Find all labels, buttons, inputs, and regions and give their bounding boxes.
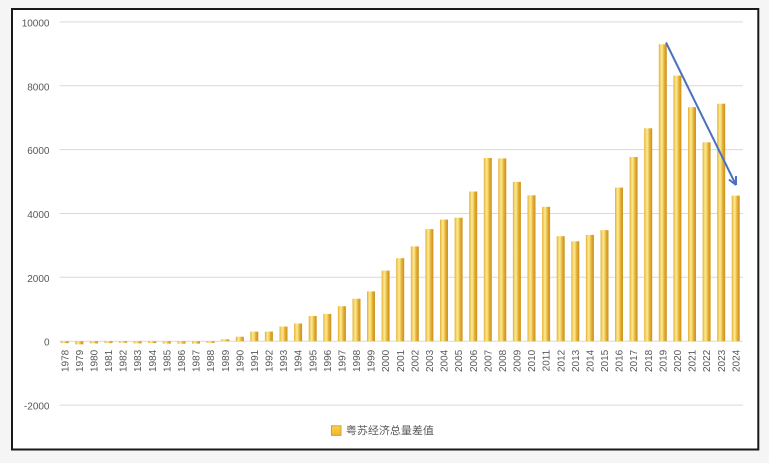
svg-text:2024: 2024 <box>731 349 742 372</box>
svg-text:1996: 1996 <box>323 349 334 372</box>
svg-text:2020: 2020 <box>673 349 684 372</box>
svg-text:2023: 2023 <box>717 349 728 372</box>
svg-text:4000: 4000 <box>27 210 50 221</box>
svg-text:6000: 6000 <box>27 146 50 157</box>
svg-text:2019: 2019 <box>658 349 669 372</box>
svg-text:1984: 1984 <box>148 349 159 372</box>
svg-text:2008: 2008 <box>498 349 509 372</box>
svg-text:10000: 10000 <box>22 18 50 29</box>
svg-text:2021: 2021 <box>688 349 699 372</box>
svg-text:2006: 2006 <box>469 349 480 372</box>
svg-text:1989: 1989 <box>221 349 232 372</box>
svg-text:2003: 2003 <box>425 349 436 372</box>
svg-text:2018: 2018 <box>644 349 655 372</box>
svg-text:1982: 1982 <box>119 349 130 372</box>
svg-text:2013: 2013 <box>571 349 582 372</box>
svg-text:2014: 2014 <box>586 349 597 372</box>
svg-text:2011: 2011 <box>542 349 553 371</box>
svg-text:2022: 2022 <box>702 349 713 372</box>
svg-text:1990: 1990 <box>235 349 246 372</box>
svg-text:1999: 1999 <box>367 349 378 372</box>
svg-text:1994: 1994 <box>294 349 305 372</box>
svg-text:1983: 1983 <box>133 349 144 372</box>
svg-text:2012: 2012 <box>556 349 567 372</box>
svg-text:1993: 1993 <box>279 349 290 372</box>
svg-text:2010: 2010 <box>527 349 538 372</box>
svg-text:1987: 1987 <box>192 349 203 372</box>
svg-text:1986: 1986 <box>177 349 188 372</box>
svg-text:2000: 2000 <box>27 274 50 285</box>
svg-text:1991: 1991 <box>250 349 261 372</box>
svg-text:1978: 1978 <box>60 349 71 372</box>
svg-text:1980: 1980 <box>90 349 101 372</box>
svg-text:1985: 1985 <box>162 349 173 372</box>
svg-text:2000: 2000 <box>381 349 392 372</box>
svg-text:0: 0 <box>44 338 50 349</box>
svg-text:2001: 2001 <box>396 349 407 372</box>
svg-text:1992: 1992 <box>265 349 276 372</box>
svg-text:2016: 2016 <box>615 349 626 372</box>
svg-text:2015: 2015 <box>600 349 611 372</box>
svg-text:2005: 2005 <box>454 349 465 372</box>
svg-text:1988: 1988 <box>206 349 217 372</box>
svg-text:2017: 2017 <box>629 349 640 372</box>
svg-text:1998: 1998 <box>352 349 363 372</box>
svg-text:1981: 1981 <box>104 349 115 372</box>
svg-text:1995: 1995 <box>308 349 319 372</box>
svg-text:2004: 2004 <box>440 349 451 372</box>
svg-text:2002: 2002 <box>410 349 421 372</box>
svg-text:2009: 2009 <box>513 349 524 372</box>
svg-text:2007: 2007 <box>483 349 494 372</box>
svg-text:-2000: -2000 <box>24 402 50 413</box>
svg-text:1979: 1979 <box>75 349 86 372</box>
svg-text:8000: 8000 <box>27 82 50 93</box>
svg-text:1997: 1997 <box>338 349 349 372</box>
